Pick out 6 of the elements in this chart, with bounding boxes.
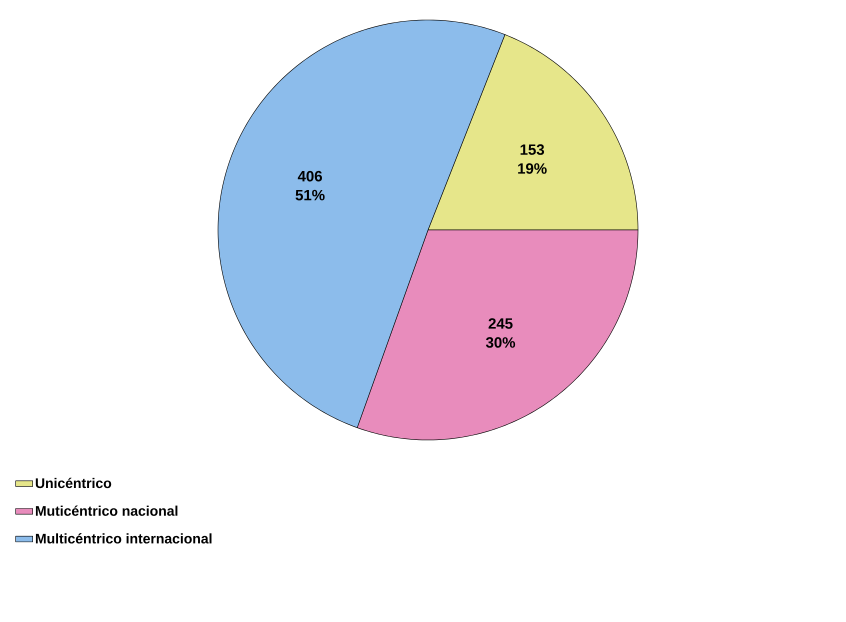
- legend-label: Muticéntrico nacional: [36, 505, 178, 516]
- data-label: 153 19%: [518, 144, 547, 174]
- data-label: 406 51%: [296, 170, 325, 200]
- data-label: 245 30%: [486, 318, 516, 348]
- legend-label: Multicéntrico internacional: [36, 533, 212, 544]
- legend-label: Unicéntrico: [36, 478, 112, 488]
